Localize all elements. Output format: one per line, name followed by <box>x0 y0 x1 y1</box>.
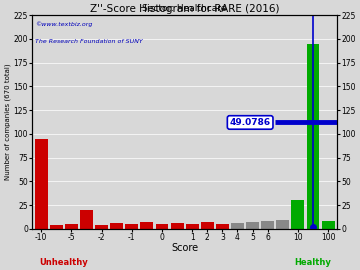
Bar <box>231 223 244 229</box>
X-axis label: Score: Score <box>171 243 198 253</box>
Bar <box>261 221 274 229</box>
Text: The Research Foundation of SUNY: The Research Foundation of SUNY <box>35 39 143 44</box>
Bar <box>201 222 214 229</box>
Bar <box>140 222 153 229</box>
Bar <box>322 221 334 229</box>
Text: Healthy: Healthy <box>294 258 332 267</box>
Text: Unhealthy: Unhealthy <box>40 258 88 267</box>
Text: Sector: Healthcare: Sector: Healthcare <box>143 4 227 13</box>
Bar <box>65 224 78 229</box>
Y-axis label: Number of companies (670 total): Number of companies (670 total) <box>4 64 11 180</box>
Bar <box>80 210 93 229</box>
Text: 49.0786: 49.0786 <box>230 118 271 127</box>
Bar <box>307 44 319 229</box>
Bar <box>246 222 259 229</box>
Bar <box>171 223 184 229</box>
Bar <box>50 225 63 229</box>
Bar <box>186 224 199 229</box>
Bar <box>292 200 304 229</box>
Bar <box>110 223 123 229</box>
Bar <box>95 225 108 229</box>
Text: ©www.textbiz.org: ©www.textbiz.org <box>35 22 93 27</box>
Bar <box>35 139 48 229</box>
Bar <box>156 224 168 229</box>
Bar <box>125 224 138 229</box>
Bar <box>216 224 229 229</box>
Bar <box>276 220 289 229</box>
Title: Z''-Score Histogram for RARE (2016): Z''-Score Histogram for RARE (2016) <box>90 5 279 15</box>
